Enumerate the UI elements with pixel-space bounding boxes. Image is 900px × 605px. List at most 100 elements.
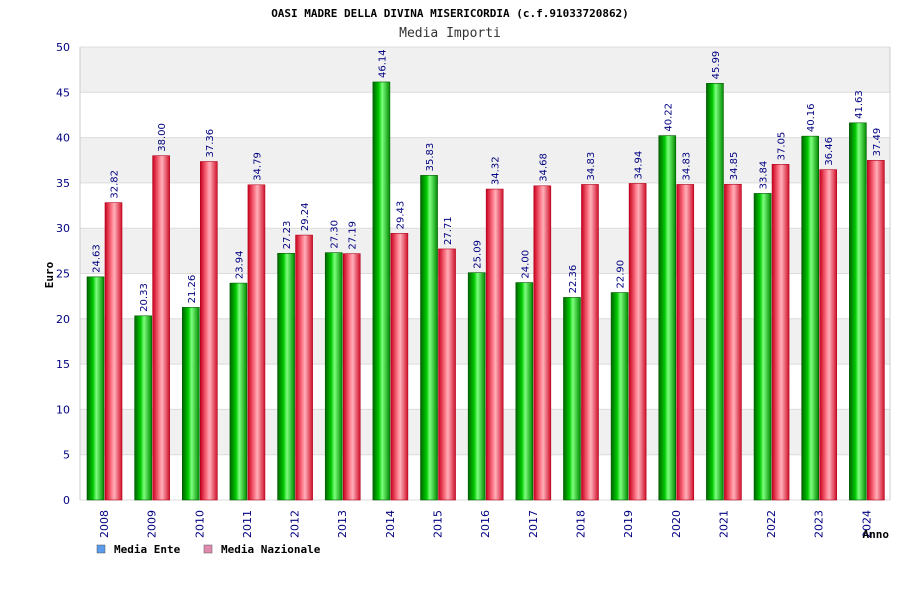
x-tick-label: 2013: [336, 510, 349, 538]
bar-value-label: 46.14: [377, 49, 388, 78]
x-tick-label: 2015: [432, 510, 445, 538]
bar-value-label: 27.71: [443, 216, 454, 245]
bar-value-label: 34.79: [252, 152, 263, 181]
legend-swatch: [96, 544, 106, 554]
y-axis-label: Euro: [43, 261, 56, 288]
bar-media-ente: [467, 272, 486, 501]
bar-value-label: 34.68: [538, 153, 549, 182]
bar-value-label: 35.83: [425, 143, 436, 172]
bar-media-ente: [181, 307, 200, 501]
y-axis-ticks: 0 5 10 15 20 25 30 35 40 45 50: [56, 41, 70, 507]
bar-media-nazionale: [819, 169, 838, 501]
bar-media-ente: [801, 135, 820, 501]
y-tick-label: 15: [56, 358, 70, 371]
y-tick-label: 45: [56, 86, 70, 99]
bar-media-ente: [229, 282, 248, 501]
bar-value-label: 24.63: [92, 244, 103, 273]
x-tick-label: 2024: [860, 510, 873, 538]
bar-value-label: 24.00: [520, 250, 531, 279]
bar-value-label: 21.26: [187, 275, 198, 304]
legend-swatch: [203, 544, 213, 554]
x-axis-ticks: 2008 2009 2010 2011 2012 2013 2014 2015 2016 2017…: [98, 510, 873, 538]
bar-value-label: 36.46: [824, 137, 835, 166]
bar-value-label: 40.16: [806, 104, 817, 133]
bar-value-label: 32.82: [110, 170, 121, 199]
bar-value-label: 45.99: [711, 51, 722, 80]
bar-value-label: 34.85: [729, 152, 740, 181]
chart-title: OASI MADRE DELLA DIVINA MISERICORDIA (c.…: [271, 7, 629, 20]
legend-label: Media Nazionale: [221, 543, 321, 556]
bar-media-ente: [658, 135, 677, 501]
x-tick-label: 2011: [241, 510, 254, 538]
y-tick-label: 0: [63, 494, 70, 507]
y-tick-label: 40: [56, 132, 70, 145]
bar-value-label: 34.94: [634, 151, 645, 180]
bar-value-label: 29.24: [300, 202, 311, 231]
bar-media-nazionale: [152, 155, 170, 501]
bar-media-nazionale: [199, 161, 218, 501]
x-tick-label: 2016: [479, 510, 492, 538]
y-tick-label: 35: [56, 177, 70, 190]
bar-value-label: 34.83: [586, 152, 597, 181]
bar-media-nazionale: [247, 184, 266, 501]
bar-media-ente: [324, 252, 343, 501]
y-tick-label: 10: [56, 403, 70, 416]
bar-media-ente: [134, 315, 152, 501]
bar-value-label: 25.09: [473, 240, 484, 269]
bars-layer: 24.63 32.82 20.33 38.00 21.26 37.36 23.94 34.79…: [86, 49, 885, 501]
x-tick-label: 2022: [765, 510, 778, 538]
legend-label: Media Ente: [114, 543, 181, 556]
bar-media-nazionale: [295, 234, 313, 501]
bar-media-nazionale: [676, 184, 695, 501]
x-tick-label: 2008: [98, 510, 111, 538]
bar-value-label: 37.36: [205, 129, 216, 158]
bar-value-label: 37.05: [777, 132, 788, 161]
bar-media-ente: [420, 175, 438, 501]
bar-media-ente: [515, 282, 534, 501]
bar-value-label: 33.84: [759, 161, 770, 190]
bar-value-label: 20.33: [139, 283, 150, 312]
x-axis-label: Anno: [863, 528, 890, 541]
bar-media-nazionale: [390, 233, 409, 501]
bar-media-ente: [372, 81, 391, 501]
x-tick-label: 2010: [193, 510, 206, 538]
plot-band: [80, 47, 890, 93]
y-tick-label: 5: [63, 449, 70, 462]
bar-value-label: 23.94: [234, 250, 245, 279]
bar-value-label: 34.83: [681, 152, 692, 181]
x-tick-label: 2020: [670, 510, 683, 538]
y-tick-label: 50: [56, 41, 70, 54]
bar-value-label: 22.90: [616, 260, 627, 289]
bar-media-ente: [610, 292, 629, 501]
bar-media-nazionale: [724, 183, 742, 501]
y-tick-label: 25: [56, 268, 70, 281]
y-tick-label: 20: [56, 313, 70, 326]
bar-media-nazionale: [342, 253, 361, 501]
bar-media-ente: [753, 193, 772, 501]
chart-subtitle: Media Importi: [399, 26, 501, 41]
bar-media-ente: [563, 297, 581, 501]
bar-media-nazionale: [438, 248, 456, 501]
x-tick-label: 2009: [146, 510, 159, 538]
bar-value-label: 34.32: [491, 156, 502, 185]
bar-value-label: 27.19: [348, 221, 359, 250]
bar-value-label: 40.22: [663, 103, 674, 132]
bar-media-nazionale: [867, 160, 885, 501]
bar-media-nazionale: [533, 185, 552, 501]
y-tick-label: 30: [56, 222, 70, 235]
bar-value-label: 22.36: [568, 265, 579, 294]
bar-media-nazionale: [628, 183, 647, 501]
bar-value-label: 27.30: [330, 220, 341, 249]
x-tick-label: 2023: [813, 510, 826, 538]
bar-media-ente: [849, 122, 867, 501]
bar-value-label: 41.63: [854, 90, 865, 119]
bar-media-nazionale: [581, 184, 599, 501]
bar-media-nazionale: [485, 188, 504, 501]
bar-media-ente: [706, 83, 724, 501]
bar-media-nazionale: [771, 164, 790, 501]
bar-media-ente: [86, 276, 105, 501]
bar-media-nazionale: [104, 202, 123, 501]
x-tick-label: 2014: [384, 510, 397, 538]
